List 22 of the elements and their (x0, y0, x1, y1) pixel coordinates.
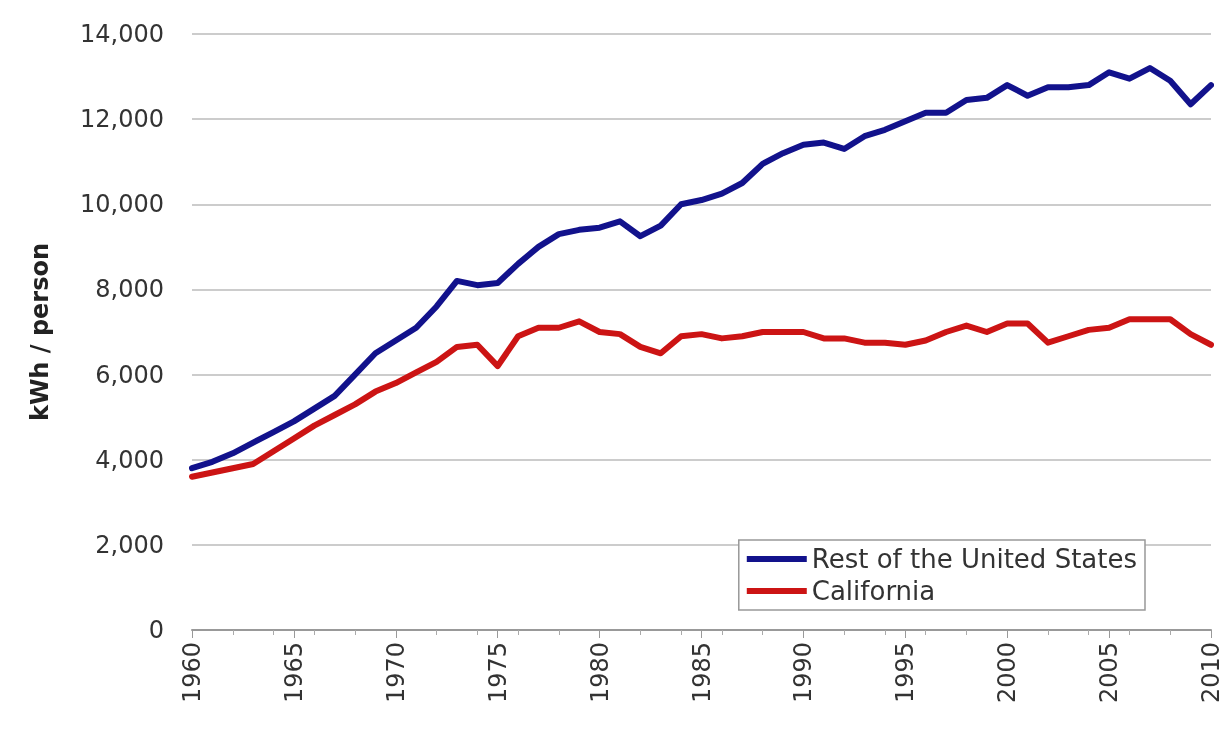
x-tick-label: 2000 (993, 642, 1022, 704)
y-tick-label: 12,000 (80, 105, 164, 134)
x-tick-label: 1980 (585, 642, 614, 704)
x-tick-label: 2005 (1095, 642, 1124, 704)
y-axis-title: kWh / person (26, 242, 54, 422)
x-tick-label: 1965 (279, 642, 308, 704)
legend-label: California (811, 576, 936, 606)
y-tick-label: 0 (148, 616, 164, 644)
x-tick-label: 1985 (687, 642, 716, 704)
legend-label: Rest of the United States (811, 544, 1137, 574)
y-tick-label: 6,000 (95, 360, 164, 389)
y-tick-label: 8,000 (95, 275, 164, 304)
y-tick-label: 2,000 (95, 530, 164, 559)
y-tick-label: 4,000 (95, 445, 164, 474)
y-tick-label: 10,000 (80, 190, 164, 219)
x-tick-label: 1975 (483, 642, 512, 704)
x-tick-label: 1995 (891, 642, 920, 704)
x-tick-label: 2010 (1197, 642, 1225, 704)
x-tick-label: 1970 (381, 642, 410, 704)
x-tick-label: 1960 (178, 642, 206, 704)
x-tick-label: 1990 (789, 642, 818, 704)
y-tick-label: 14,000 (80, 20, 164, 48)
